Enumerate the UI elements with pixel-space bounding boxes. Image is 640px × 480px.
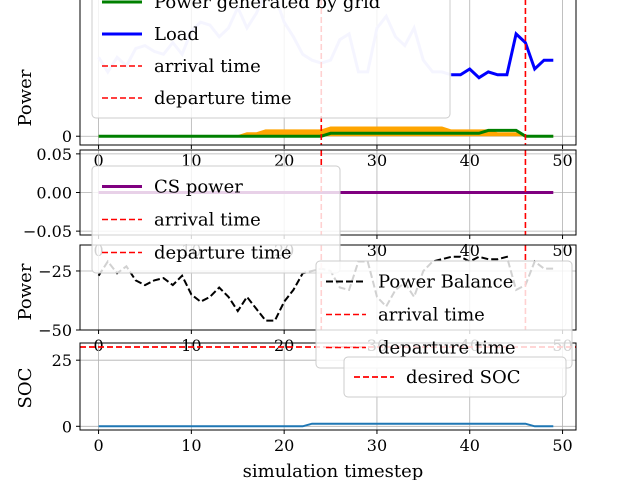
legend-label: arrival time [378, 305, 485, 326]
y-tick-label: −0.05 [23, 222, 72, 241]
x-tick-label: 30 [367, 436, 387, 455]
x-tick-label: 20 [274, 436, 294, 455]
x-axis-label: simulation timestep [243, 461, 424, 480]
legend-label: desired SOC [406, 367, 521, 388]
y-tick-label: 25 [52, 351, 72, 370]
legend-label: departure time [154, 88, 292, 109]
legend-panel-4: desired SOC [343, 356, 567, 398]
y-axis-label: Power [15, 263, 36, 320]
y-axis-label: SOC [15, 368, 36, 409]
legend-label: Power Balance [378, 272, 513, 293]
legend-label: departure time [378, 338, 516, 359]
legend-label: departure time [154, 243, 292, 264]
axes-frame [79, 0, 577, 146]
legend-panel-1: Power generated by grid Load arrival time d… [91, 0, 451, 119]
legend-label: Power generated by grid [154, 0, 380, 13]
y-tick-label: −25 [38, 262, 72, 281]
legend-label: CS power [154, 177, 243, 198]
legend-label: arrival time [154, 210, 261, 231]
legend-panel-3: Power Balance arrival time departure time [315, 260, 573, 369]
legend-frame [343, 356, 567, 398]
legend-frame [91, 0, 451, 119]
line-series-power-balance [97, 255, 554, 322]
line-series-load [451, 31, 554, 80]
line-series-grid [98, 128, 554, 138]
legend-frame [91, 165, 341, 274]
x-tick-label: 40 [460, 436, 480, 455]
y-tick-label: 0.00 [36, 184, 72, 203]
y-tick-label: 0 [62, 417, 72, 436]
x-tick-label: 0 [93, 436, 103, 455]
legend-label: arrival time [154, 56, 261, 77]
y-tick-label: 0.05 [36, 145, 72, 164]
line-series-soc [98, 422, 554, 428]
y-tick-label: 0 [62, 127, 72, 146]
legend-panel-2: CS power arrival time departure time [91, 165, 341, 274]
y-axis-label: Power [15, 69, 36, 126]
y-tick-label: −50 [38, 321, 72, 340]
x-tick-label: 50 [552, 436, 572, 455]
legend-label: Load [154, 24, 199, 45]
x-tick-label: 10 [181, 436, 201, 455]
